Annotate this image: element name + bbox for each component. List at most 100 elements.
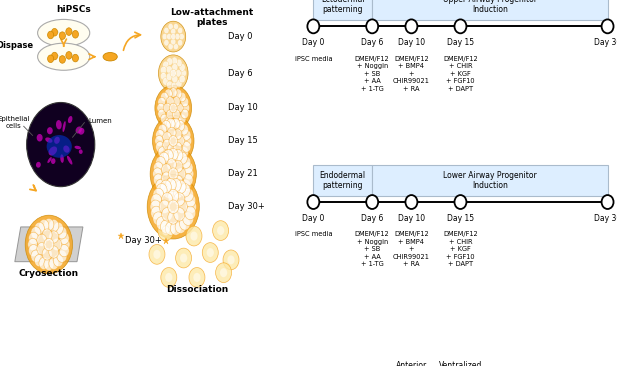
Circle shape — [31, 250, 41, 262]
Circle shape — [176, 135, 184, 146]
Circle shape — [42, 229, 52, 241]
Ellipse shape — [60, 154, 64, 163]
Circle shape — [27, 102, 95, 187]
Text: iPSC media: iPSC media — [294, 56, 332, 61]
Circle shape — [44, 258, 54, 270]
FancyBboxPatch shape — [372, 165, 608, 196]
Circle shape — [181, 156, 191, 168]
Circle shape — [176, 151, 184, 161]
Circle shape — [172, 110, 180, 119]
Circle shape — [153, 250, 161, 259]
Circle shape — [173, 142, 182, 153]
Circle shape — [180, 124, 188, 135]
Circle shape — [176, 168, 186, 180]
Circle shape — [166, 66, 172, 74]
Circle shape — [59, 244, 69, 257]
Circle shape — [154, 174, 163, 186]
Circle shape — [158, 97, 165, 107]
Circle shape — [178, 27, 183, 34]
Text: DMEM/F12
+ Noggin
+ SB
+ AA
+ 1-TG: DMEM/F12 + Noggin + SB + AA + 1-TG — [355, 56, 389, 92]
Circle shape — [164, 40, 169, 46]
Circle shape — [171, 38, 176, 45]
Ellipse shape — [78, 128, 85, 135]
Text: Anterior
Foregut
(AF): Anterior Foregut (AF) — [395, 361, 427, 366]
Circle shape — [207, 248, 214, 257]
Text: Day 6: Day 6 — [361, 38, 383, 47]
Text: DMEM/F12
+ CHIR
+ KGF
+ FGF10
+ DAPT: DMEM/F12 + CHIR + KGF + FGF10 + DAPT — [443, 56, 478, 92]
Circle shape — [158, 221, 174, 240]
Circle shape — [169, 135, 178, 146]
Ellipse shape — [75, 146, 81, 149]
Circle shape — [167, 144, 176, 154]
Circle shape — [173, 186, 183, 198]
Circle shape — [173, 129, 182, 140]
Circle shape — [170, 103, 177, 113]
Circle shape — [307, 19, 320, 33]
Text: Day 10: Day 10 — [398, 214, 425, 223]
Circle shape — [155, 179, 165, 191]
Circle shape — [72, 54, 78, 62]
Ellipse shape — [62, 121, 65, 132]
Circle shape — [162, 208, 173, 221]
Circle shape — [167, 118, 175, 129]
Text: Day 30+: Day 30+ — [125, 236, 162, 245]
Circle shape — [175, 69, 181, 77]
Circle shape — [182, 142, 191, 152]
Circle shape — [167, 58, 173, 66]
Text: Dissociation: Dissociation — [166, 285, 228, 294]
Circle shape — [150, 145, 196, 202]
Text: Day 0: Day 0 — [228, 32, 252, 41]
Circle shape — [168, 149, 178, 160]
Circle shape — [181, 109, 189, 119]
Circle shape — [158, 124, 167, 135]
Circle shape — [155, 142, 164, 152]
Circle shape — [455, 195, 466, 209]
Ellipse shape — [76, 127, 82, 134]
Circle shape — [366, 19, 378, 33]
Text: Upper Airway Progenitor
Induction: Upper Airway Progenitor Induction — [443, 0, 537, 14]
Ellipse shape — [79, 149, 83, 154]
Ellipse shape — [51, 158, 56, 164]
Circle shape — [37, 243, 47, 255]
Circle shape — [28, 238, 38, 251]
Ellipse shape — [36, 134, 43, 142]
Circle shape — [165, 89, 172, 98]
Circle shape — [44, 219, 54, 231]
Circle shape — [602, 19, 613, 33]
Ellipse shape — [67, 156, 72, 165]
Polygon shape — [15, 227, 83, 262]
Circle shape — [72, 30, 78, 38]
Circle shape — [175, 220, 186, 234]
Text: Day 10: Day 10 — [398, 38, 425, 47]
Text: Dispase: Dispase — [0, 41, 33, 50]
Circle shape — [176, 59, 182, 67]
Circle shape — [35, 254, 44, 267]
Text: DMEM/F12
+ Noggin
+ SB
+ AA
+ 1-TG: DMEM/F12 + Noggin + SB + AA + 1-TG — [355, 231, 389, 267]
Text: Day 10: Day 10 — [228, 104, 258, 112]
Circle shape — [175, 180, 186, 194]
Circle shape — [172, 118, 180, 129]
Circle shape — [176, 120, 184, 131]
Circle shape — [162, 33, 167, 40]
Text: Lumen: Lumen — [89, 118, 112, 124]
Circle shape — [167, 127, 176, 138]
Circle shape — [170, 119, 177, 128]
Text: Day 21: Day 21 — [228, 169, 258, 178]
Circle shape — [163, 78, 169, 85]
Circle shape — [48, 31, 54, 39]
Circle shape — [59, 56, 65, 63]
Circle shape — [202, 243, 218, 262]
Text: Day 30: Day 30 — [594, 214, 617, 223]
Circle shape — [31, 227, 41, 239]
Text: Day 15: Day 15 — [228, 137, 258, 145]
Circle shape — [37, 234, 47, 246]
Circle shape — [167, 81, 173, 89]
Circle shape — [171, 33, 176, 40]
Circle shape — [160, 180, 172, 194]
Circle shape — [160, 72, 167, 80]
Circle shape — [178, 40, 183, 46]
Circle shape — [167, 97, 174, 106]
Circle shape — [39, 257, 49, 270]
Circle shape — [162, 151, 170, 161]
Circle shape — [53, 254, 64, 267]
